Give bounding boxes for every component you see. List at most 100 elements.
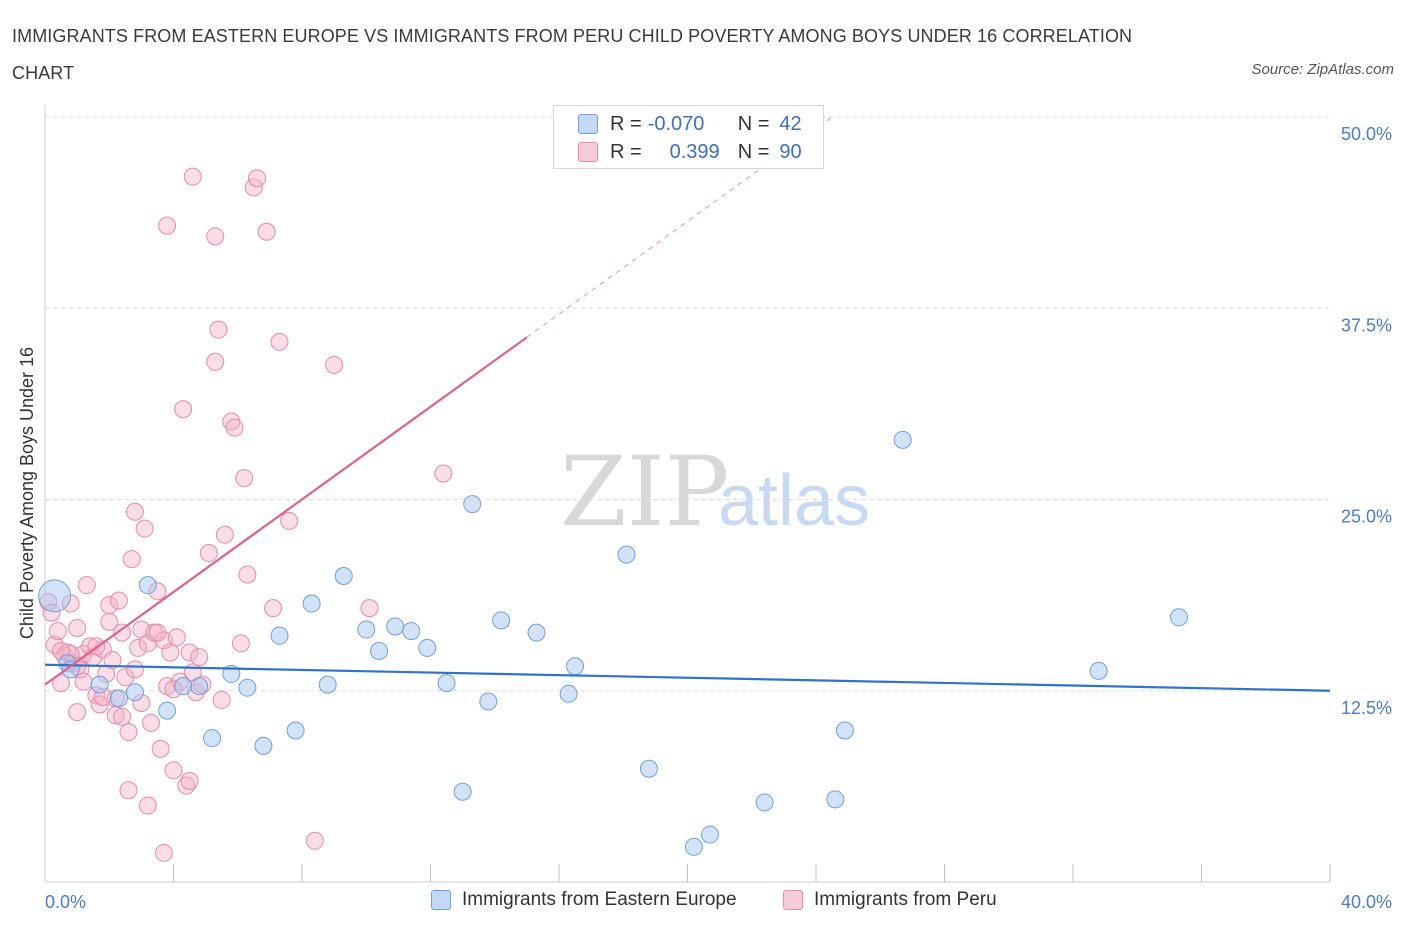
data-point-peru — [180, 643, 199, 662]
data-point-peru — [183, 167, 202, 186]
data-point-peru — [122, 550, 141, 569]
data-point-eastern-europe — [270, 626, 289, 645]
data-point-eastern-europe — [566, 657, 585, 676]
data-point-peru — [68, 619, 87, 638]
data-point-peru — [434, 464, 453, 483]
x-tick-label: 0.0% — [45, 892, 86, 912]
data-point-peru — [116, 667, 135, 686]
trend-line-peru — [44, 336, 528, 686]
data-point-eastern-europe — [386, 617, 405, 636]
legend-row-eastern-europe: R = -0.070 N = 42 — [578, 111, 802, 137]
data-point-peru — [77, 576, 96, 595]
data-point-peru — [52, 674, 71, 693]
data-point-eastern-europe — [238, 678, 257, 697]
series-eastern-europe-points — [38, 430, 1189, 856]
legend-n-label: N = — [737, 112, 770, 135]
legend-swatch-blue — [578, 114, 598, 134]
data-point-eastern-europe — [527, 623, 546, 642]
data-point-eastern-europe — [755, 793, 774, 812]
legend-r-label: R = — [610, 140, 642, 163]
data-point-peru — [109, 591, 128, 610]
data-point-peru — [161, 643, 180, 662]
data-point-eastern-europe — [402, 622, 421, 641]
data-point-eastern-europe — [453, 782, 472, 801]
data-point-peru — [206, 352, 225, 371]
data-point-peru — [212, 690, 231, 709]
watermark: ZIP atlas — [560, 436, 870, 548]
bottom-legend-label: Immigrants from Eastern Europe — [462, 889, 737, 910]
legend-r-value: -0.070 — [647, 112, 705, 135]
data-point-eastern-europe — [370, 641, 389, 660]
data-point-peru — [190, 648, 209, 667]
tick-labels: 12.5% 25.0% 37.5% 50.0% 0.0% 40.0% — [45, 124, 1392, 912]
y-axis-label: Child Poverty Among Boys Under 16 — [17, 347, 37, 639]
data-point-peru — [257, 222, 276, 241]
data-point-peru — [248, 169, 267, 188]
data-point-peru — [325, 355, 344, 374]
data-point-peru — [151, 739, 170, 758]
correlation-legend: R = -0.070 N = 42 R = 0.399 N = 90 — [553, 105, 824, 169]
data-point-peru — [164, 761, 183, 780]
legend-r-label: R = — [610, 112, 642, 135]
data-point-peru — [158, 216, 177, 235]
data-point-eastern-europe — [559, 684, 578, 703]
data-point-eastern-europe — [190, 677, 209, 696]
data-point-peru — [174, 400, 193, 419]
bottom-legend-label: Immigrants from Peru — [814, 889, 997, 910]
series-peru-points — [39, 167, 453, 862]
data-point-eastern-europe — [174, 677, 193, 696]
data-point-peru — [199, 544, 218, 563]
data-point-eastern-europe — [617, 545, 636, 564]
data-point-eastern-europe — [125, 683, 144, 702]
data-point-peru — [231, 634, 250, 653]
data-point-peru — [235, 469, 254, 488]
y-tick-label: 25.0% — [1341, 507, 1392, 527]
y-tick-label: 50.0% — [1341, 124, 1392, 144]
data-point-eastern-europe — [254, 736, 273, 755]
data-point-peru — [113, 707, 132, 726]
data-point-eastern-europe — [479, 692, 498, 711]
bottom-legend-swatch-blue — [431, 890, 451, 910]
bottom-legend-swatch-pink — [783, 890, 803, 910]
data-point-eastern-europe — [1089, 661, 1108, 680]
data-point-peru — [360, 599, 379, 618]
watermark-zip: ZIP — [560, 436, 729, 548]
bottom-legend-eastern-europe: Immigrants from Eastern Europe — [431, 889, 737, 911]
legend-n-value: 42 — [779, 112, 802, 135]
data-point-peru — [142, 713, 161, 732]
bottom-legend-peru: Immigrants from Peru — [783, 889, 997, 911]
x-tick-label: 40.0% — [1341, 892, 1392, 912]
data-point-eastern-europe — [109, 689, 128, 708]
data-point-peru — [209, 320, 228, 339]
data-point-peru — [119, 781, 138, 800]
trend-line-eastern-europe — [44, 663, 1331, 692]
data-point-peru — [206, 227, 225, 246]
data-point-peru — [154, 843, 173, 862]
data-point-peru — [238, 565, 257, 584]
data-point-peru — [305, 831, 324, 850]
data-point-peru — [215, 525, 234, 544]
data-point-peru — [264, 599, 283, 618]
data-point-eastern-europe — [826, 790, 845, 809]
data-point-peru — [48, 622, 67, 641]
data-point-eastern-europe — [203, 729, 222, 748]
trend-lines — [44, 116, 1331, 692]
data-point-peru — [125, 660, 144, 679]
data-point-peru — [74, 672, 93, 691]
data-point-eastern-europe — [684, 837, 703, 856]
data-point-peru — [119, 723, 138, 742]
data-point-eastern-europe — [492, 611, 511, 630]
y-tick-label: 37.5% — [1341, 315, 1392, 335]
data-point-eastern-europe — [302, 594, 321, 613]
chart-title: IMMIGRANTS FROM EASTERN EUROPE VS IMMIGR… — [12, 26, 1133, 83]
data-point-peru — [167, 628, 186, 647]
data-point-eastern-europe — [286, 721, 305, 740]
data-point-eastern-europe — [437, 674, 456, 693]
data-point-eastern-europe — [835, 721, 854, 740]
legend-n-label: N = — [737, 140, 770, 163]
legend-row-peru: R = 0.399 N = 90 — [578, 139, 802, 165]
data-point-eastern-europe — [357, 620, 376, 639]
data-point-peru — [225, 418, 244, 437]
data-point-eastern-europe — [38, 579, 72, 613]
